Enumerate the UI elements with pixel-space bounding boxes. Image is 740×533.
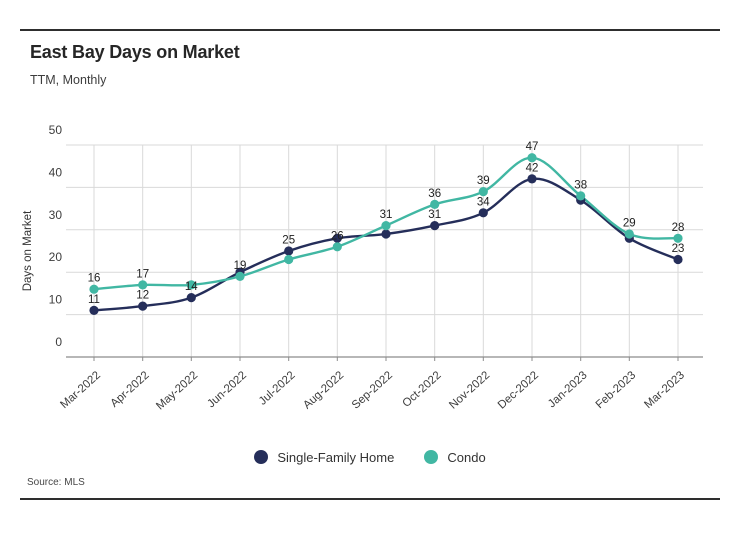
data-point-label: 12 bbox=[136, 290, 149, 302]
y-tick-label: 40 bbox=[49, 165, 63, 179]
data-point-marker bbox=[673, 254, 683, 265]
page-title: East Bay Days on Market bbox=[30, 42, 240, 62]
data-point-label: 47 bbox=[526, 141, 539, 153]
data-point-marker bbox=[89, 305, 99, 315]
data-point-label: 42 bbox=[526, 162, 539, 174]
gridlines bbox=[66, 144, 703, 357]
y-tick-label: 10 bbox=[49, 293, 63, 307]
x-tick-label: Nov-2022 bbox=[447, 369, 492, 411]
bottom-divider-rule bbox=[20, 498, 720, 500]
legend-item-single-family: Single-Family Home bbox=[254, 450, 394, 465]
data-point-label: 34 bbox=[477, 196, 490, 208]
x-tick-label: May-2022 bbox=[154, 369, 200, 412]
data-point-marker bbox=[332, 242, 342, 252]
data-point-label: 11 bbox=[88, 294, 100, 306]
data-point-label: 38 bbox=[574, 179, 587, 191]
y-tick-label: 20 bbox=[49, 250, 63, 264]
data-point-marker bbox=[478, 187, 488, 197]
data-point-label: 14 bbox=[185, 281, 198, 293]
y-tick-label: 30 bbox=[49, 208, 63, 222]
x-tick-label: Mar-2022 bbox=[58, 369, 103, 411]
series-markers-condo bbox=[89, 153, 683, 294]
x-tick-label: Oct-2022 bbox=[401, 369, 444, 410]
data-point-marker bbox=[381, 229, 391, 239]
data-point-label: 25 bbox=[282, 235, 295, 247]
data-point-label: 31 bbox=[380, 209, 393, 221]
data-point-label: 16 bbox=[88, 273, 101, 285]
data-point-label: 23 bbox=[672, 243, 685, 255]
data-point-marker bbox=[186, 280, 196, 290]
x-tick-label: Jan-2023 bbox=[546, 369, 590, 410]
data-point-marker bbox=[89, 284, 99, 294]
data-point-marker bbox=[138, 301, 148, 311]
data-point-marker bbox=[527, 174, 537, 184]
series-data-labels-single-family-home: 11 12 14 25 31 34 42 23 bbox=[88, 162, 684, 306]
top-divider-rule bbox=[20, 29, 720, 31]
legend-label-single-family: Single-Family Home bbox=[277, 449, 395, 465]
data-point-marker bbox=[576, 191, 586, 201]
data-point-marker bbox=[478, 208, 488, 218]
data-point-label: 39 bbox=[477, 175, 490, 187]
data-point-marker bbox=[284, 246, 294, 256]
condo-legend-swatch bbox=[424, 450, 439, 464]
data-point-marker bbox=[624, 229, 634, 239]
data-point-label: 31 bbox=[428, 209, 441, 221]
single-family-legend-swatch bbox=[254, 450, 269, 464]
x-tick-label: Sep-2022 bbox=[350, 369, 395, 411]
x-tick-label: Feb-2023 bbox=[594, 369, 639, 411]
legend-label-condo: Condo bbox=[447, 449, 486, 465]
x-tick-labels: Mar-2022 Apr-2022 May-2022 Jun-2022 Jul-2022… bbox=[58, 369, 687, 412]
data-point-marker bbox=[430, 221, 440, 231]
legend-item-condo: Condo bbox=[424, 449, 486, 465]
series-data-labels-condo: 16 17 19 26 31 36 39 47 38 29 28 bbox=[88, 141, 685, 285]
data-point-label: 17 bbox=[136, 268, 149, 280]
data-point-marker bbox=[186, 293, 196, 303]
data-point-marker bbox=[332, 233, 342, 243]
source-note: Source: MLS bbox=[27, 477, 85, 488]
data-point-marker bbox=[430, 199, 440, 209]
y-axis-title: Days on Market bbox=[22, 210, 34, 291]
page-subtitle: TTM, Monthly bbox=[30, 73, 107, 87]
y-tick-label: 0 bbox=[55, 335, 62, 349]
y-tick-label: 50 bbox=[49, 123, 63, 137]
data-point-marker bbox=[235, 271, 245, 281]
data-point-marker bbox=[381, 221, 391, 231]
data-point-marker bbox=[527, 153, 537, 163]
x-tick-label: Aug-2022 bbox=[301, 369, 346, 411]
data-point-marker bbox=[138, 280, 148, 290]
data-point-label: 29 bbox=[623, 218, 636, 230]
data-point-label: 36 bbox=[428, 188, 441, 200]
data-point-marker bbox=[673, 233, 683, 243]
x-tick-label: Jul-2022 bbox=[257, 369, 298, 407]
y-tick-labels: 0 10 20 30 40 50 bbox=[49, 123, 63, 349]
x-tick-label: Jun-2022 bbox=[205, 369, 249, 410]
x-tick-label: Dec-2022 bbox=[496, 369, 541, 411]
data-point-label: 19 bbox=[234, 260, 247, 272]
x-tick-label: Mar-2023 bbox=[642, 369, 687, 411]
x-tick-label: Apr-2022 bbox=[109, 369, 152, 410]
data-point-marker bbox=[284, 254, 294, 265]
data-point-label: 28 bbox=[672, 222, 685, 234]
x-axis bbox=[66, 356, 703, 361]
chart-legend: Single-Family Home Condo bbox=[0, 444, 740, 470]
data-point-label: 26 bbox=[331, 230, 344, 242]
